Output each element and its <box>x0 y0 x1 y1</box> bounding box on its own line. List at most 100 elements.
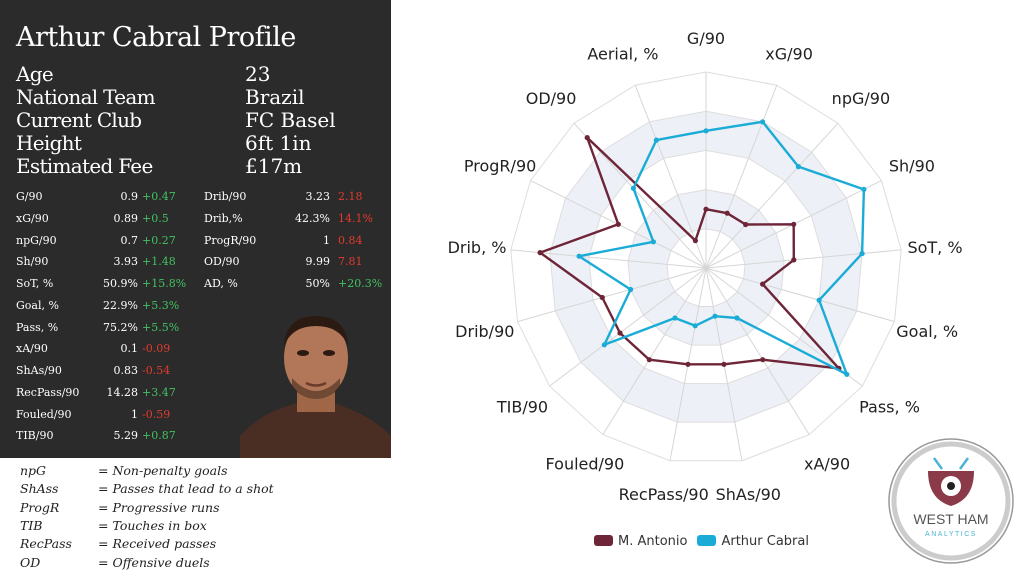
legend-item: Arthur Cabral <box>697 534 809 549</box>
chart-legend: M. Antonio Arthur Cabral <box>594 534 819 554</box>
stat-diff: 7.81 <box>338 255 363 269</box>
stat-diff: -0.54 <box>142 364 171 377</box>
info-value: 6ft 1in <box>245 131 312 155</box>
series-point <box>653 137 659 143</box>
page-title: Arthur Cabral Profile <box>16 22 296 53</box>
axis-spoke <box>634 85 707 269</box>
glossary-definition: = Touches in box <box>98 517 207 533</box>
glossary-abbr: ShAss <box>20 481 59 497</box>
glossary-definition: = Received passes <box>98 536 217 552</box>
axis-label: Drib/90 <box>455 322 514 341</box>
stat-value: 75.2% <box>103 320 138 334</box>
series-point <box>743 221 749 228</box>
series-point <box>712 313 718 319</box>
axis-spoke <box>705 122 839 269</box>
radar-chart: G/90 xG/90 npG/90 Sh/90 SoT, % Goal, % Pass, %… <box>448 29 963 504</box>
series-point <box>724 210 730 216</box>
axis-label: Aerial, % <box>587 45 658 64</box>
stat-diff: -0.09 <box>142 342 171 356</box>
series-point <box>734 315 740 321</box>
stat-value: 1 <box>131 407 138 421</box>
axis-spoke <box>517 267 707 323</box>
axis-label: Sh/90 <box>889 157 935 176</box>
axis-label: xA/90 <box>804 455 850 474</box>
series-point <box>703 128 709 134</box>
axis-label: ProgR/90 <box>464 157 536 176</box>
series-point <box>703 206 709 212</box>
series-point <box>685 361 691 367</box>
logo-line1: WEST HAM <box>913 511 988 527</box>
axis-label: Fouled/90 <box>546 455 625 474</box>
stat-label: Goal, % <box>16 298 59 312</box>
legend-swatch <box>594 535 613 546</box>
series-point <box>816 297 822 303</box>
stat-value: 14.28 <box>106 385 139 399</box>
series-point <box>630 185 636 191</box>
series-point <box>576 253 582 259</box>
series-point <box>859 250 865 257</box>
stat-value: 0.83 <box>113 364 139 377</box>
glossary-definition: = Progressive runs <box>98 499 220 515</box>
axis-label: Drib, % <box>448 238 507 257</box>
series-point <box>692 238 698 244</box>
stat-label: RecPass/90 <box>16 385 80 399</box>
legend-swatch <box>697 535 717 546</box>
stat-value: 42.3% <box>295 211 330 225</box>
glossary-definition: = Non-penalty goals <box>98 463 228 478</box>
stat-label: Drib,% <box>204 211 243 225</box>
stat-diff: 0.84 <box>338 233 363 247</box>
legend-label: Arthur Cabral <box>721 534 809 549</box>
stat-diff: +20.3% <box>338 277 383 290</box>
west-ham-analytics-logo: WEST HAM ANALYTICS <box>888 438 1014 564</box>
stat-diff: +1.48 <box>142 255 176 269</box>
stat-diff: 2.18 <box>338 190 363 203</box>
stat-label: npG/90 <box>16 233 57 247</box>
series-point <box>692 323 698 329</box>
series-point <box>791 257 797 263</box>
stat-value: 3.93 <box>113 255 139 269</box>
glossary-abbr: RecPass <box>20 536 72 552</box>
series-point <box>537 250 543 256</box>
axis-label: OD/90 <box>526 89 577 108</box>
stat-diff: +3.47 <box>142 385 176 399</box>
axis-label: Pass, % <box>859 398 920 417</box>
axis-label: xG/90 <box>765 45 813 64</box>
stat-value: 50.9% <box>103 277 138 290</box>
stat-label: Fouled/90 <box>16 407 72 421</box>
series-line <box>577 120 866 376</box>
series-point <box>760 281 766 287</box>
axis-spoke <box>705 249 902 269</box>
stat-label: SoT, % <box>16 277 54 290</box>
stat-label: ShAs/90 <box>16 364 62 377</box>
series-point <box>795 164 801 170</box>
glossary-abbr: TIB <box>20 517 43 533</box>
stat-diff: +0.5 <box>142 211 169 225</box>
stat-label: ProgR/90 <box>204 233 257 247</box>
series-point <box>844 371 850 377</box>
axis-label: Goal, % <box>896 322 958 341</box>
stat-diff: +0.47 <box>142 190 176 203</box>
stat-value: 50% <box>305 277 330 290</box>
stat-diff: +0.27 <box>142 233 176 247</box>
stat-value: 0.7 <box>120 233 139 247</box>
info-label: National Team <box>16 85 156 109</box>
info-label: Estimated Fee <box>16 154 153 178</box>
info-value: £17m <box>245 154 303 178</box>
axis-spoke <box>705 267 810 435</box>
glossary-abbr: OD <box>20 554 41 570</box>
logo-line2: ANALYTICS <box>925 531 977 538</box>
info-value: Brazil <box>245 85 305 109</box>
player-photo <box>240 316 391 458</box>
stat-label: Drib/90 <box>204 190 247 203</box>
info-label: Current Club <box>16 108 142 132</box>
axis-spoke <box>705 267 895 323</box>
stat-label: xA/90 <box>16 342 48 356</box>
stat-diff: -0.59 <box>142 407 171 421</box>
stat-value: 5.29 <box>113 429 139 443</box>
stat-label: xG/90 <box>16 211 49 225</box>
legend-item: M. Antonio <box>594 534 687 549</box>
series-point <box>584 135 590 141</box>
series-point <box>721 361 727 367</box>
stat-label: G/90 <box>16 190 43 203</box>
series-line <box>538 136 841 370</box>
